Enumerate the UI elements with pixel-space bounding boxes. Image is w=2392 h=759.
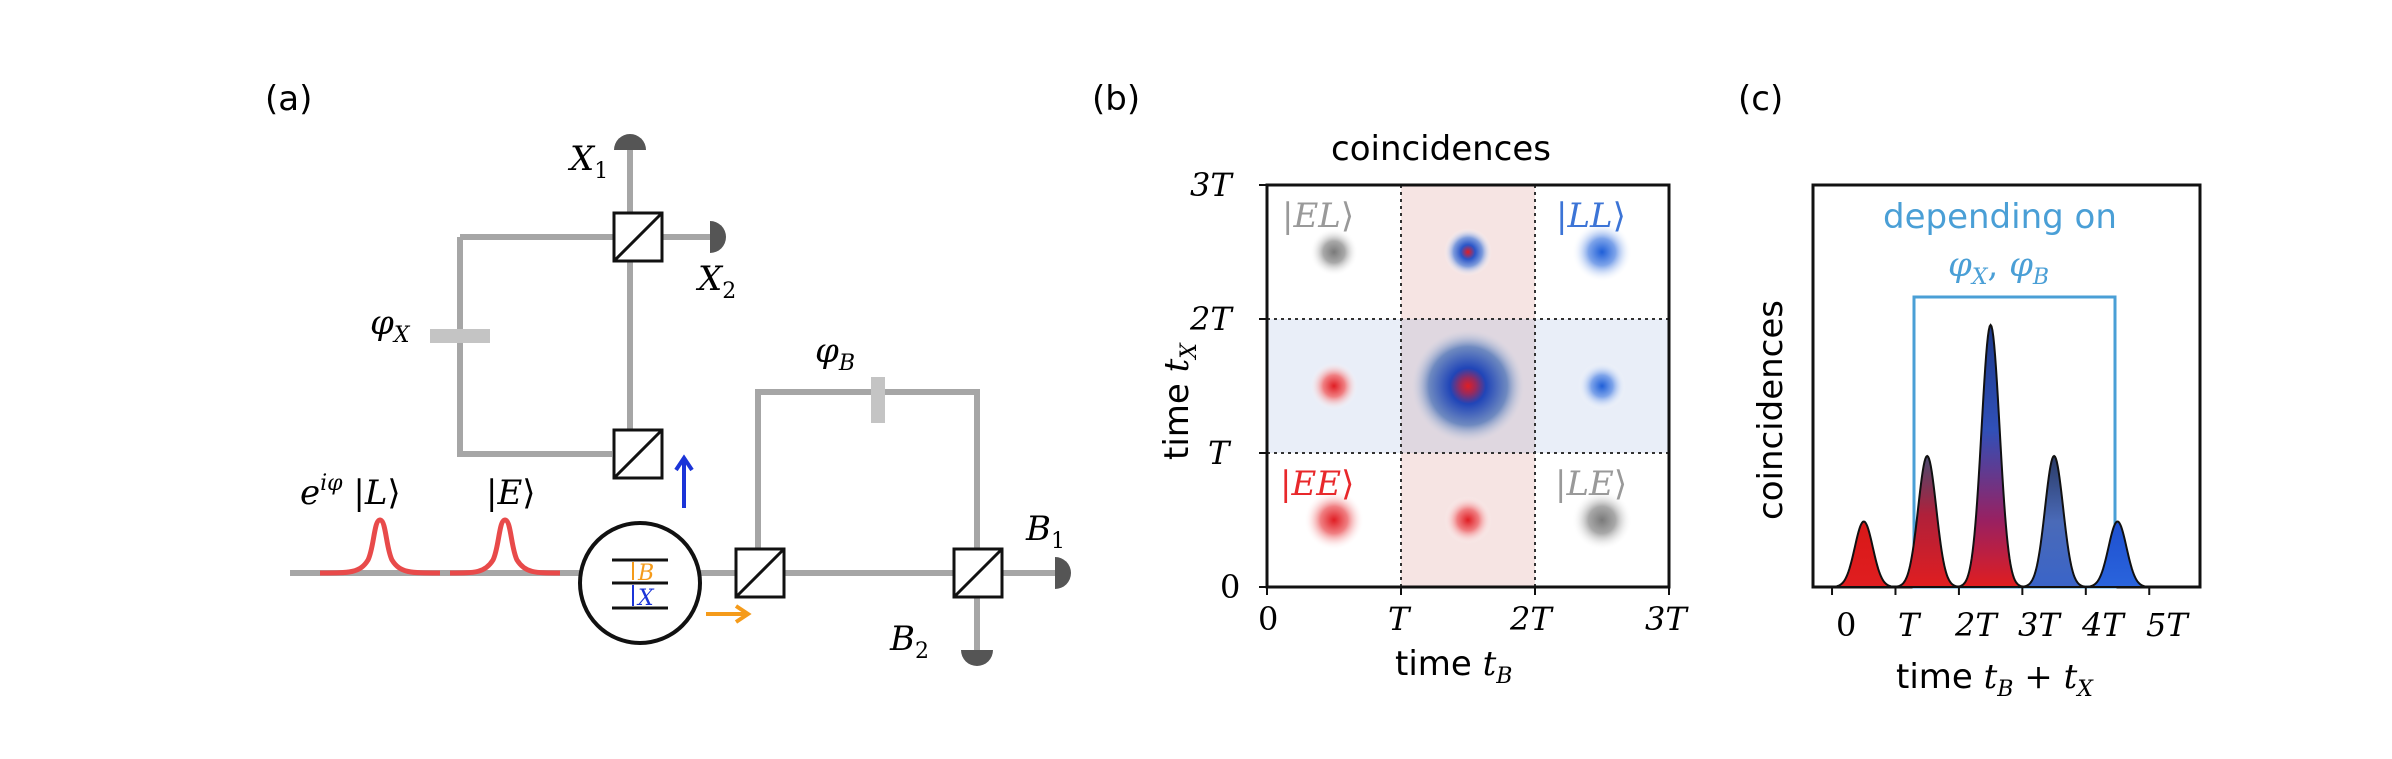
- x-lower-arm: [457, 237, 612, 457]
- y-tick-0: 0: [1220, 568, 1240, 606]
- box-label-1: depending on: [1883, 197, 2117, 237]
- blob-le: [1572, 490, 1632, 550]
- state-ll: |LL⟩: [1556, 196, 1626, 236]
- peak-3: [1953, 323, 2027, 589]
- panel-c-label: (c): [1738, 79, 1783, 119]
- level-x-label: X: [636, 586, 655, 611]
- c-tick-T: T: [1898, 606, 1922, 644]
- detector-x2-icon: [710, 221, 726, 253]
- box-label-2: φX, φB: [1948, 245, 2049, 290]
- pulse-early-label: |E⟩: [486, 473, 536, 513]
- c-tick-0: 0: [1836, 606, 1856, 644]
- y-tick-T: T: [1208, 434, 1232, 472]
- panel-b-title: coincidences: [1331, 129, 1551, 169]
- blob-center: [1412, 330, 1524, 442]
- detector-b2-label: B2: [889, 619, 929, 664]
- c-tick-4T: 4T: [2081, 606, 2126, 644]
- beam-splitter-b-left: [734, 547, 786, 599]
- detector-b2-icon: [961, 650, 993, 666]
- blob-el: [1310, 228, 1358, 276]
- detector-x1-icon: [614, 134, 646, 150]
- c-tick-5T: 5T: [2146, 606, 2190, 644]
- c-tick-3T: 3T: [2018, 606, 2062, 644]
- state-le: |LE⟩: [1555, 464, 1627, 504]
- panel-b-label: (b): [1092, 79, 1140, 119]
- x-tick-0: 0: [1258, 600, 1278, 638]
- beam-splitter-x-bottom: [612, 428, 664, 480]
- plot-frame-b: [1265, 183, 1671, 589]
- y-tick-3T: 3T: [1190, 166, 1234, 204]
- peak-4: [2017, 454, 2091, 588]
- phase-shifter-x: [430, 329, 490, 343]
- photon-b-arrow: [706, 604, 752, 624]
- peak-5: [2081, 520, 2154, 588]
- pulse-late: [319, 517, 441, 576]
- panel-c: (c) depending on φX, φB 0 T 2T 3T 4T 5T …: [1738, 79, 2202, 702]
- panel-a-label: (a): [265, 79, 312, 119]
- detector-x1-label: X1: [567, 139, 608, 184]
- pulse-early: [449, 517, 561, 576]
- x-tick-2T: 2T: [1509, 600, 1554, 638]
- blob-right-center: [1578, 362, 1626, 410]
- peaks: [1827, 323, 2154, 589]
- y-axis-label-c: coincidences: [1751, 300, 1791, 520]
- phase-b-label: φB: [815, 331, 855, 376]
- y-ticks-b: [1259, 184, 1267, 588]
- c-tick-2T: 2T: [1954, 606, 1999, 644]
- detector-b1-icon: [1055, 557, 1071, 589]
- blob-top-center: [1444, 228, 1492, 276]
- level-b-label: B: [637, 561, 654, 586]
- panel-a: (a): [265, 79, 1071, 666]
- x-ticks-c: [1831, 587, 2151, 595]
- photon-x-arrow: [674, 454, 694, 508]
- detector-x2-label: X2: [695, 259, 736, 304]
- phase-x-label: φX: [370, 303, 411, 348]
- x-interferometer: [457, 150, 710, 457]
- state-ee: |EE⟩: [1280, 464, 1354, 504]
- y-axis-label-b: time tX: [1157, 342, 1202, 460]
- x-ticks-b: [1266, 587, 1670, 595]
- panel-b: (b) coincidences |EL⟩ |LL⟩ |EE⟩ |LE⟩: [1092, 79, 1689, 689]
- peak-2: [1891, 454, 1964, 588]
- x-axis-label-c: time tB + tX: [1896, 657, 2094, 702]
- detector-b1-label: B1: [1025, 509, 1065, 554]
- beam-splitter-x-top: [612, 211, 664, 263]
- dependence-box: [1912, 295, 2117, 589]
- blob-bottom-center: [1444, 496, 1492, 544]
- x-axis-label-b: time tB: [1395, 644, 1512, 689]
- blob-ee: [1304, 490, 1364, 550]
- peak-1: [1827, 520, 1900, 588]
- phase-shifter-b: [871, 377, 885, 423]
- pulse-late-label: eiφ |L⟩: [300, 471, 401, 513]
- blob-left-center: [1310, 362, 1358, 410]
- state-el: |EL⟩: [1282, 196, 1354, 236]
- beam-splitter-b-right: [952, 547, 1004, 599]
- x-tick-3T: 3T: [1645, 600, 1689, 638]
- blob-ll: [1572, 222, 1632, 282]
- y-tick-2T: 2T: [1189, 300, 1234, 338]
- x-tick-T: T: [1388, 600, 1412, 638]
- b-upper-arm: [755, 389, 980, 573]
